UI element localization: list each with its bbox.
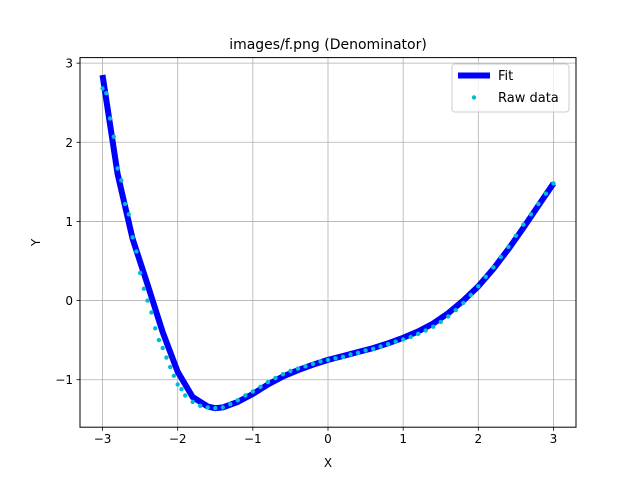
raw-data-point <box>168 364 173 370</box>
raw-data-point <box>431 324 436 329</box>
raw-data-point <box>213 406 218 411</box>
raw-data-point <box>100 86 105 91</box>
raw-data-point <box>355 350 361 355</box>
legend-raw-swatch <box>471 95 477 100</box>
raw-data-point <box>476 284 481 289</box>
raw-data-point <box>171 373 177 378</box>
raw-data-point <box>543 191 549 196</box>
axis-ticks: −3 −2 −1 0 1 2 3 −1 0 1 2 3 <box>55 57 557 447</box>
raw-data-point <box>228 402 233 407</box>
raw-data-point <box>528 212 534 217</box>
raw-data-point <box>198 403 203 408</box>
raw-data-point <box>111 134 117 139</box>
raw-data-point <box>288 368 293 374</box>
raw-data-point <box>183 393 188 398</box>
raw-data-point <box>325 357 331 363</box>
x-tick-label: −1 <box>244 432 262 446</box>
raw-data-point <box>506 244 511 249</box>
raw-data-point <box>119 178 124 183</box>
raw-data-point <box>160 345 165 351</box>
raw-data-point <box>107 116 113 121</box>
y-tick-label: −1 <box>55 373 73 387</box>
raw-data-point <box>273 375 278 381</box>
x-tick-label: 3 <box>550 432 558 446</box>
raw-data-point <box>536 201 541 207</box>
raw-data-point <box>149 310 154 315</box>
raw-data-point <box>265 379 271 385</box>
chart-title: images/f.png (Denominator) <box>229 37 427 53</box>
legend: Fit Raw data <box>451 63 570 113</box>
raw-data-point <box>235 398 240 403</box>
legend-fit-label: Fit <box>498 69 513 84</box>
raw-data-point <box>348 352 353 357</box>
raw-data-point <box>126 212 131 217</box>
raw-data-point <box>156 337 162 343</box>
raw-data-point <box>243 393 248 398</box>
raw-data-point <box>363 348 368 353</box>
raw-data-point <box>310 361 316 367</box>
raw-data-point <box>295 366 301 371</box>
raw-data-point <box>141 286 147 291</box>
plot-series <box>99 74 556 412</box>
raw-data-point <box>280 372 286 377</box>
y-axis-label: Y <box>29 238 43 247</box>
raw-data-point <box>250 389 255 394</box>
raw-data-point <box>416 331 421 336</box>
raw-data-point <box>258 384 263 389</box>
raw-data-point <box>164 355 169 360</box>
x-axis-label: X <box>324 456 332 470</box>
raw-data-point <box>333 356 338 361</box>
legend-raw-label: Raw data <box>498 91 559 106</box>
raw-data-point <box>318 359 323 364</box>
y-tick-label: 2 <box>65 136 73 150</box>
raw-data-point <box>513 233 519 238</box>
raw-data-point <box>491 265 496 270</box>
x-tick-label: 1 <box>399 432 407 446</box>
raw-data-point <box>370 346 376 351</box>
raw-data-point <box>446 314 451 319</box>
raw-data-point <box>130 235 135 240</box>
raw-data-point <box>551 181 556 186</box>
raw-data-point <box>134 249 139 254</box>
grid-lines <box>80 57 576 428</box>
raw-data-point <box>521 222 526 227</box>
x-tick-label: −3 <box>94 432 112 446</box>
x-tick-label: 0 <box>324 432 332 446</box>
raw-data-point <box>385 341 391 347</box>
y-tick-label: 3 <box>65 57 73 71</box>
raw-data-point <box>104 91 109 96</box>
raw-data-point <box>115 166 120 171</box>
x-tick-label: −2 <box>169 432 187 446</box>
raw-data-point <box>340 354 346 359</box>
raw-data-point <box>190 399 195 405</box>
raw-data-point <box>153 326 158 331</box>
x-tick-label: 2 <box>474 432 482 446</box>
raw-data-point <box>303 364 308 369</box>
raw-data-point <box>179 387 184 392</box>
raw-data-point <box>393 339 398 344</box>
raw-data-point <box>175 382 180 387</box>
raw-data-point <box>461 300 466 306</box>
raw-data-point <box>145 298 150 303</box>
raw-data-point <box>137 270 143 276</box>
raw-data-point <box>483 274 488 279</box>
raw-data-point <box>468 292 473 298</box>
raw-data-point <box>401 337 406 342</box>
raw-data-point <box>423 328 428 333</box>
y-tick-label: 0 <box>65 294 73 308</box>
raw-data-point <box>498 254 503 260</box>
raw-data-point <box>220 405 225 410</box>
raw-data-point <box>453 307 458 313</box>
raw-data-point <box>122 201 128 207</box>
raw-data-point <box>378 344 383 349</box>
raw-data-point <box>205 405 210 410</box>
raw-data-point <box>438 319 443 325</box>
y-tick-label: 1 <box>65 215 73 229</box>
raw-data-point <box>408 334 413 340</box>
